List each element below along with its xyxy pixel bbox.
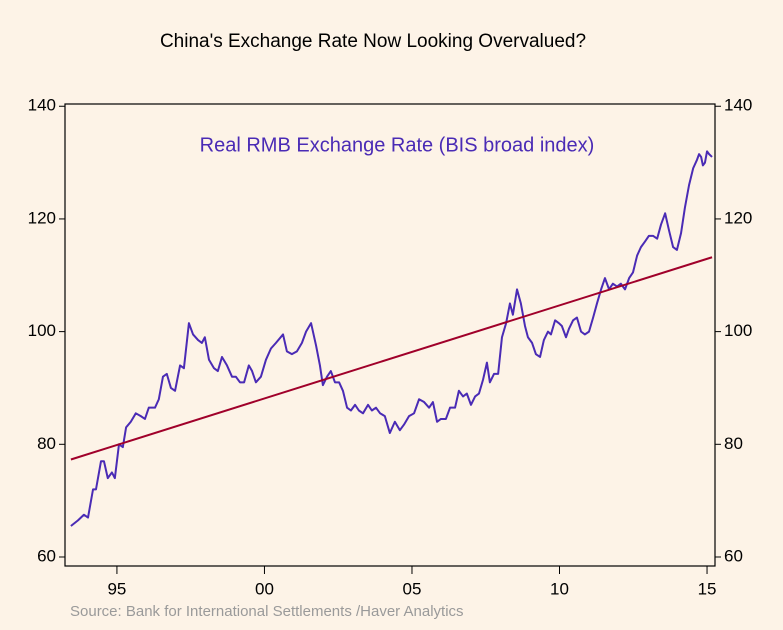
y2-tick-label: 120: [724, 208, 752, 227]
x-tick-label: 95: [107, 579, 126, 598]
y-tick-label: 100: [28, 321, 56, 340]
y-tick-label: 60: [37, 546, 56, 565]
y2-tick-label: 60: [724, 546, 743, 565]
plot-frame: [64, 103, 716, 567]
series-line: [70, 256, 713, 461]
y-tick-label: 120: [28, 208, 56, 227]
series-label: Real RMB Exchange Rate (BIS broad index): [200, 134, 595, 156]
x-tick-label: 10: [550, 579, 569, 598]
x-tick-label: 15: [698, 579, 717, 598]
x-tick-label: 00: [255, 579, 274, 598]
y-tick-label: 140: [28, 96, 56, 115]
y-tick-label: 80: [37, 434, 56, 453]
x-tick-label: 05: [403, 579, 422, 598]
y2-tick-label: 80: [724, 434, 743, 453]
y2-tick-label: 100: [724, 321, 752, 340]
series-line: [70, 150, 713, 527]
y2-tick-label: 140: [724, 96, 752, 115]
chart-title: China's Exchange Rate Now Looking Overva…: [160, 31, 586, 52]
source: Source: Bank for International Settlemen…: [70, 603, 464, 620]
